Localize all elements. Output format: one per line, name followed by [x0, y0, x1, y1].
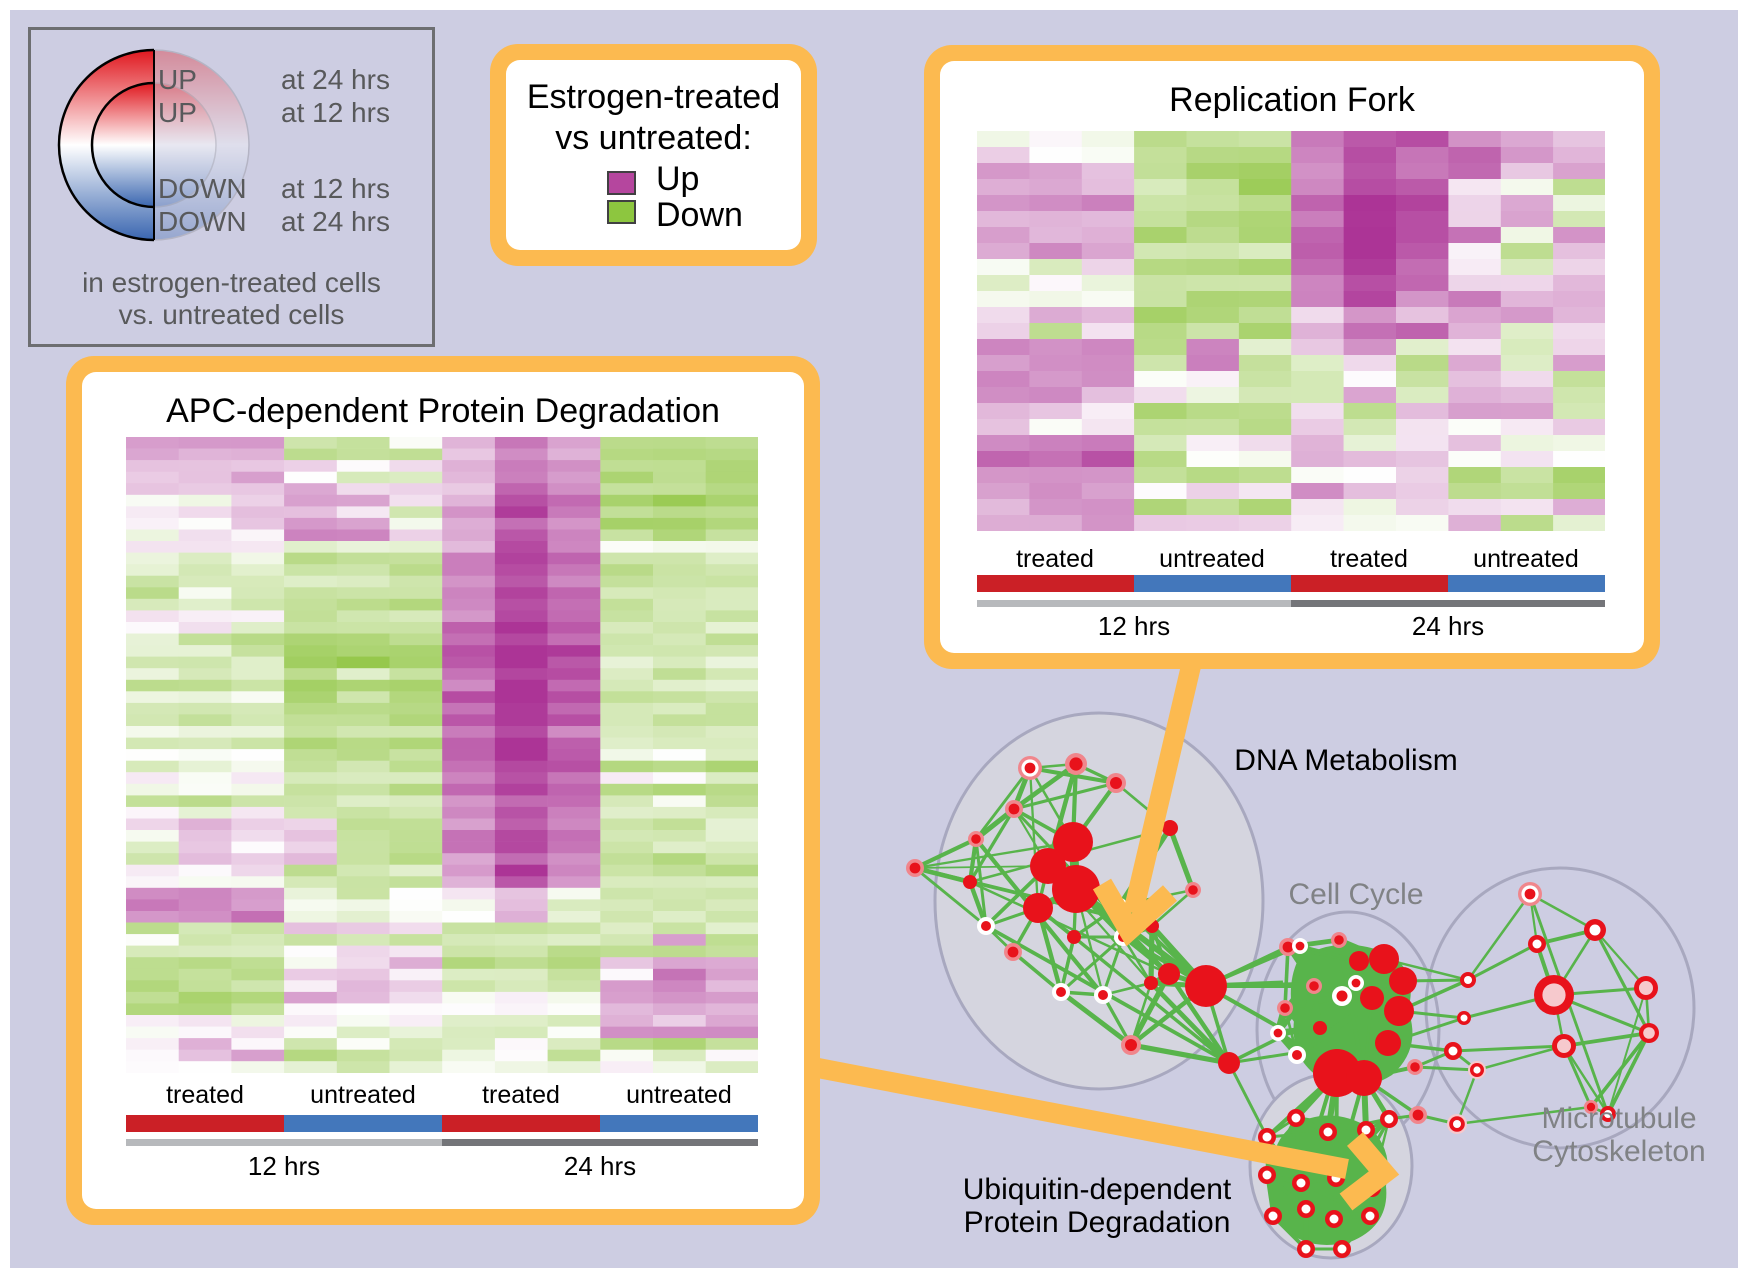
svg-text:Ubiquitin-dependent: Ubiquitin-dependent [963, 1173, 1232, 1206]
svg-text:Microtubule: Microtubule [1541, 1102, 1696, 1135]
svg-text:DNA Metabolism: DNA Metabolism [1234, 744, 1457, 777]
svg-text:Protein Degradation: Protein Degradation [964, 1206, 1231, 1239]
svg-text:Cytoskeleton: Cytoskeleton [1532, 1135, 1705, 1168]
svg-text:Cell Cycle: Cell Cycle [1288, 878, 1423, 911]
